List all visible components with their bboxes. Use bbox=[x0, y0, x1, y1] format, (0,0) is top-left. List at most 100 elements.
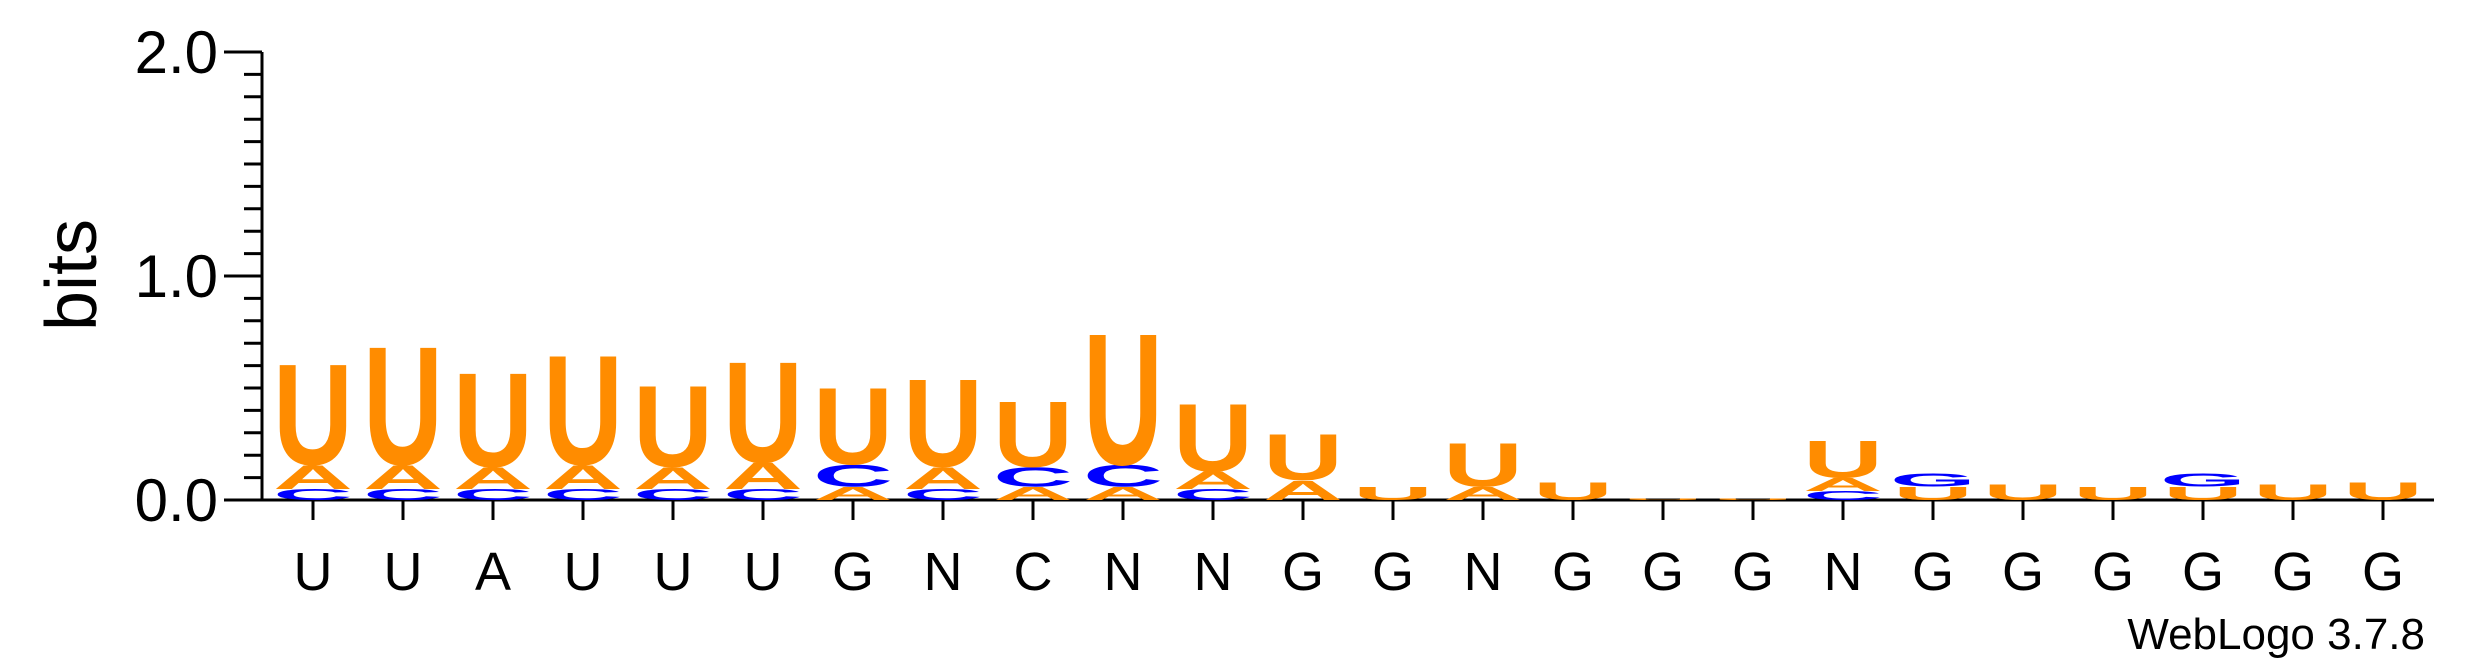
x-tick-label: G bbox=[1642, 542, 1684, 602]
logo-letter: U bbox=[2163, 483, 2243, 504]
logo-letter: A bbox=[453, 461, 533, 496]
logo-column: U bbox=[1713, 499, 1793, 501]
logo-letter: C bbox=[903, 486, 983, 503]
logo-column: CAU bbox=[543, 322, 623, 503]
logo-letter: C bbox=[363, 486, 443, 503]
logo-letter: U bbox=[2343, 477, 2423, 505]
x-tick-label: G bbox=[1912, 542, 1954, 602]
logo-letter: A bbox=[1443, 483, 1523, 504]
logo-letter: U bbox=[813, 366, 893, 488]
x-tick-label: A bbox=[475, 542, 511, 602]
logo-column: AU bbox=[1263, 421, 1343, 506]
logo-letter: U bbox=[2073, 483, 2153, 504]
x-tick-label: N bbox=[1824, 542, 1863, 602]
y-axis: 0.0 1.0 2.0 bbox=[135, 19, 264, 534]
logo-column: CAU bbox=[273, 335, 353, 503]
x-tick-label: G bbox=[1372, 542, 1414, 602]
logo-letter: U bbox=[1353, 483, 1433, 504]
logo-column: U bbox=[1353, 483, 1433, 504]
weblogo-credit: WebLogo 3.7.8 bbox=[2127, 610, 2425, 659]
logo-letter: U bbox=[1533, 477, 1613, 505]
logo-column: CAU bbox=[1173, 384, 1253, 503]
logo-letter: C bbox=[273, 486, 353, 503]
logo-column: UG bbox=[2160, 470, 2246, 505]
logo-column: ACU bbox=[813, 366, 893, 504]
logo-column: U bbox=[2073, 483, 2153, 504]
logo-column: ACU bbox=[993, 381, 1073, 504]
x-tick-label: C bbox=[1014, 542, 1053, 602]
logo-letter: U bbox=[1713, 499, 1793, 501]
logo-letter: A bbox=[1803, 474, 1883, 495]
logo-letter: C bbox=[993, 461, 1073, 492]
logo-letter: U bbox=[1083, 295, 1163, 505]
logo-column: U bbox=[1983, 480, 2063, 504]
x-tick-label: U bbox=[564, 542, 603, 602]
logo-column: CAU bbox=[723, 333, 803, 503]
logo-column: CAU bbox=[363, 313, 443, 504]
logo-letter: A bbox=[723, 455, 803, 497]
logo-letter: C bbox=[723, 486, 803, 503]
logo-letter: C bbox=[1083, 458, 1163, 493]
logo-letter: A bbox=[1173, 466, 1253, 494]
logo-letter: A bbox=[903, 461, 983, 496]
logo-letter: C bbox=[1803, 489, 1883, 503]
logo-letter: U bbox=[1443, 431, 1523, 501]
logo-letter: A bbox=[993, 483, 1073, 504]
x-tick-label: G bbox=[2272, 542, 2314, 602]
logo-letter: U bbox=[2253, 480, 2333, 504]
logo-letter: U bbox=[633, 362, 713, 491]
y-tick-label: 1.0 bbox=[135, 243, 218, 310]
logo-column: U bbox=[1533, 477, 1613, 505]
logo-column: UG bbox=[1890, 470, 1976, 505]
logo-letter: U bbox=[453, 346, 533, 496]
x-tick-label: U bbox=[384, 542, 423, 602]
x-tick-label: G bbox=[1732, 542, 1774, 602]
logo-letter: U bbox=[993, 381, 1073, 486]
logo-column: U bbox=[1623, 499, 1703, 501]
logo-column: CAU bbox=[453, 346, 533, 503]
x-tick-label: G bbox=[2002, 542, 2044, 602]
logo-letter: U bbox=[1623, 499, 1703, 501]
x-tick-label: N bbox=[924, 542, 963, 602]
y-tick-label: 0.0 bbox=[135, 467, 218, 534]
x-tick-label: U bbox=[744, 542, 783, 602]
logo-letter: U bbox=[1173, 384, 1253, 492]
logo-letter: A bbox=[273, 458, 353, 496]
logo-column: AU bbox=[1443, 431, 1523, 504]
logo-letter: U bbox=[273, 335, 353, 495]
y-axis-title: bits bbox=[32, 219, 112, 331]
x-tick-label: N bbox=[1194, 542, 1233, 602]
x-tick-label: G bbox=[1552, 542, 1594, 602]
logo-letter: A bbox=[633, 461, 713, 496]
x-tick-label: G bbox=[1282, 542, 1324, 602]
logo-column: ACU bbox=[1083, 295, 1163, 505]
logo-letter: C bbox=[1173, 486, 1253, 503]
x-tick-label: U bbox=[654, 542, 693, 602]
logo-letter: A bbox=[813, 483, 893, 504]
x-tick-label: G bbox=[832, 542, 874, 602]
logo-letter: A bbox=[1263, 475, 1343, 506]
x-tick-label: G bbox=[2362, 542, 2404, 602]
logo-letter: U bbox=[1803, 430, 1883, 489]
x-tick-label: N bbox=[1104, 542, 1143, 602]
x-tick-label: U bbox=[294, 542, 333, 602]
logo-column: CAU bbox=[633, 362, 713, 503]
logo-column: U bbox=[2253, 480, 2333, 504]
logo-column: CAU bbox=[903, 354, 983, 503]
y-tick-label: 2.0 bbox=[135, 19, 218, 86]
logo-letter: C bbox=[543, 486, 623, 503]
logo-letter: C bbox=[813, 458, 893, 493]
logo-letter: A bbox=[1083, 483, 1163, 504]
logo-letter: U bbox=[543, 322, 623, 498]
x-tick-label: N bbox=[1464, 542, 1503, 602]
logo-letter: U bbox=[723, 333, 803, 493]
logo-letter: U bbox=[363, 313, 443, 501]
logo-letter: U bbox=[1263, 421, 1343, 494]
logo-letter: U bbox=[1893, 483, 1973, 504]
logo-letter: G bbox=[2160, 470, 2246, 491]
logo-letter: U bbox=[903, 354, 983, 494]
logo-letter: A bbox=[543, 458, 623, 496]
